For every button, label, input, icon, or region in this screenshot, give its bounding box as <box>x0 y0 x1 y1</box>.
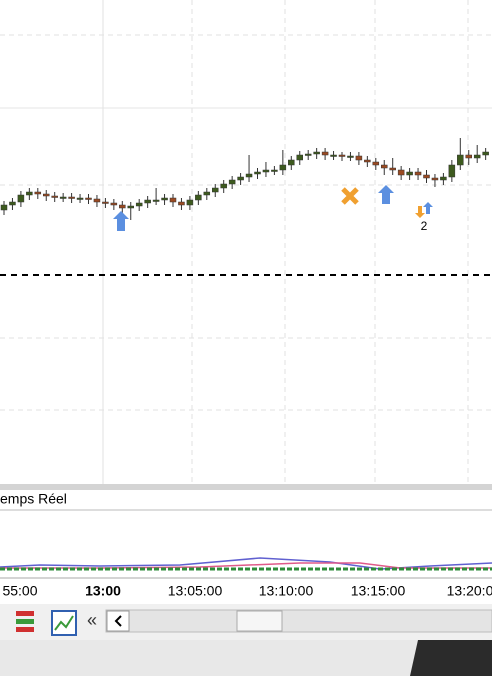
candle-body <box>364 159 371 163</box>
candle-body <box>119 204 126 209</box>
candle-body <box>17 194 25 203</box>
scrollbar[interactable] <box>105 609 492 633</box>
scroll-left-icon <box>114 615 122 627</box>
grid <box>0 0 492 485</box>
candle-body <box>220 183 227 189</box>
candle-body <box>212 187 219 193</box>
scroll-thumb[interactable] <box>236 610 283 632</box>
signal-count: 2 <box>421 219 428 233</box>
candle-body <box>414 171 422 176</box>
candle-body <box>110 202 118 206</box>
candle-body <box>34 191 42 195</box>
candle-body <box>0 204 8 211</box>
candle-body <box>288 159 295 166</box>
collapse-button[interactable]: « <box>87 610 97 630</box>
candle-body <box>423 174 430 179</box>
candle-body <box>144 199 151 204</box>
scroll-left[interactable] <box>106 610 130 632</box>
indicator-lines <box>0 557 492 571</box>
candle-body <box>347 155 354 158</box>
candle-body <box>237 176 244 181</box>
candle-body <box>26 191 33 196</box>
candle-body <box>271 169 278 172</box>
candle-body <box>296 154 303 161</box>
candle-body <box>304 153 312 156</box>
candle-body <box>161 197 168 201</box>
sell-arrow <box>415 206 425 218</box>
candle-body <box>440 176 447 181</box>
footer <box>0 640 492 676</box>
candle-body <box>228 179 236 185</box>
time-label: 13:20:0 <box>447 583 492 599</box>
candle-body <box>93 198 101 203</box>
candle-body <box>135 202 143 207</box>
candle-body <box>254 171 261 175</box>
panel-separator <box>0 484 492 490</box>
candle-body <box>381 164 388 169</box>
candle-body <box>313 151 320 155</box>
candle-body <box>59 196 67 199</box>
candle-body <box>482 151 489 156</box>
annotations: 2 <box>113 185 433 233</box>
time-label: 13:05:00 <box>168 583 223 599</box>
candle-body <box>465 154 472 159</box>
candle-body <box>431 177 439 181</box>
candle-body <box>178 201 185 206</box>
time-label: 13:15:00 <box>351 583 406 599</box>
panel-label: emps Réel <box>0 491 67 507</box>
candle-body <box>406 171 413 176</box>
candle-body <box>321 151 329 156</box>
candle-body <box>85 197 92 200</box>
toolbar-icon[interactable] <box>14 608 36 636</box>
candle-body <box>473 154 481 159</box>
time-label: 13:00 <box>85 583 121 599</box>
candle-body <box>68 196 75 199</box>
candle-body <box>389 167 396 171</box>
candle-body <box>330 154 337 157</box>
candle-body <box>279 164 287 171</box>
candle-body <box>169 197 177 203</box>
exit-mark <box>341 187 359 205</box>
window-edge <box>410 640 492 676</box>
candle-body <box>372 161 380 166</box>
candle-body <box>355 155 363 161</box>
candle-body <box>76 197 84 200</box>
candle-body <box>245 173 253 178</box>
time-label: 55:00 <box>2 583 37 599</box>
buy-arrow <box>378 185 394 204</box>
candle-body <box>51 195 58 198</box>
buy-arrow <box>113 211 129 231</box>
candle-body <box>127 205 134 209</box>
candle-body <box>448 164 456 178</box>
candle-body <box>9 201 16 206</box>
buy-arrow <box>423 202 433 214</box>
candle-body <box>262 169 270 173</box>
candle-body <box>203 191 211 196</box>
candle-body <box>186 199 194 206</box>
candle-body <box>338 154 346 157</box>
candle-body <box>397 169 405 176</box>
time-label: 13:10:00 <box>259 583 314 599</box>
candle-body <box>102 201 109 204</box>
candle-body <box>43 193 50 197</box>
candle-body <box>457 154 464 166</box>
candle-body <box>152 199 160 202</box>
toolbar-icon[interactable] <box>51 610 77 636</box>
candle-body <box>195 194 202 201</box>
